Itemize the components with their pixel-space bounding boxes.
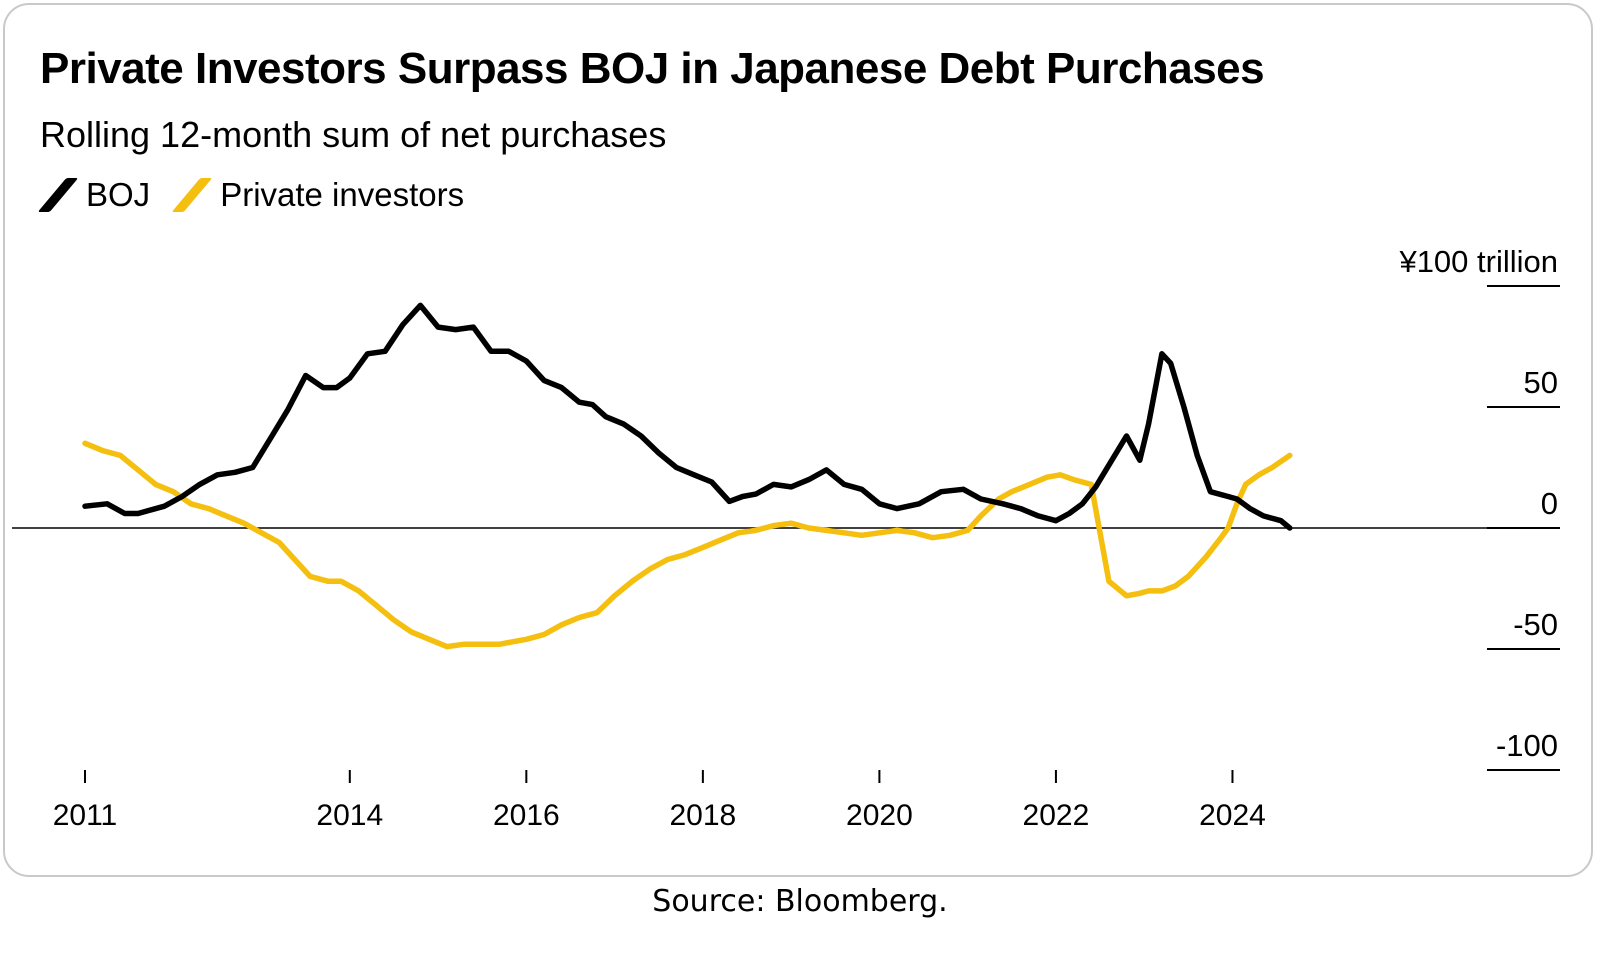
x-tick-label: 2022 xyxy=(1023,799,1090,832)
y-tick-label: -100 xyxy=(1496,728,1558,763)
source-note: Source: Bloomberg. xyxy=(652,884,948,919)
series-line-boj xyxy=(82,302,1293,531)
y-tick-label: ¥100 trillion xyxy=(1398,244,1558,279)
y-tick-label: 50 xyxy=(1524,365,1558,400)
legend-item-private-investors: Private investors xyxy=(171,176,465,214)
legend-item-boj: BOJ xyxy=(37,176,151,214)
y-tick-label: 0 xyxy=(1541,486,1558,521)
chart-subtitle: Rolling 12-month sum of net purchases xyxy=(40,114,667,155)
legend-label-boj: BOJ xyxy=(86,176,151,213)
series-line-private-investors xyxy=(82,440,1293,650)
legend: BOJ Private investors xyxy=(37,176,488,214)
y-tick-label: -50 xyxy=(1513,607,1558,642)
chart-title: Private Investors Surpass BOJ in Japanes… xyxy=(40,44,1265,93)
x-tick-label: 2014 xyxy=(316,799,383,832)
x-tick-label: 2020 xyxy=(846,799,913,832)
x-tick-label: 2011 xyxy=(53,799,118,832)
x-tick-label: 2018 xyxy=(669,799,736,832)
x-tick-label: 2016 xyxy=(493,799,560,832)
legend-label-private-investors: Private investors xyxy=(220,176,465,213)
x-tick-label: 2024 xyxy=(1199,799,1266,832)
